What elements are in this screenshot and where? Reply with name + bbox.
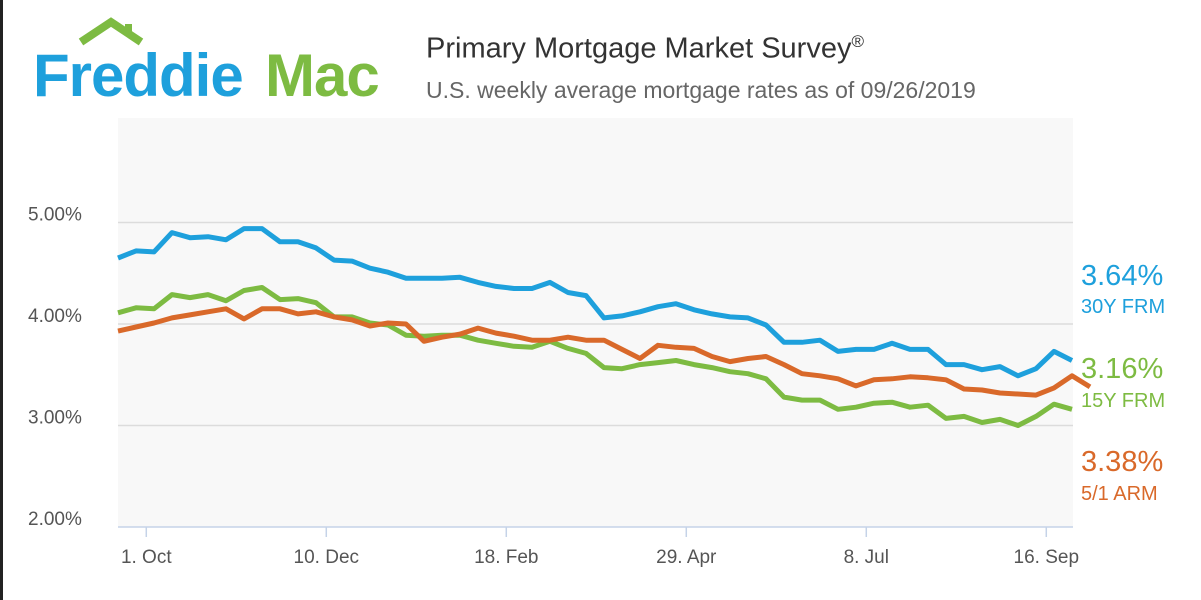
series-name-label: 5/1 ARM bbox=[1081, 483, 1158, 505]
logo-text-freddie: Freddie bbox=[33, 42, 243, 109]
freddie-mac-logo: Freddie Mac bbox=[33, 17, 380, 109]
series-line-15y-frm bbox=[117, 285, 1073, 428]
y-tick-label: 4.00% bbox=[28, 306, 82, 327]
series-last-value: 3.38% bbox=[1081, 446, 1163, 478]
y-tick-label: 3.00% bbox=[28, 408, 82, 429]
chart-subtitle: U.S. weekly average mortgage rates as of… bbox=[426, 77, 976, 103]
y-tick-label: 2.00% bbox=[28, 509, 82, 530]
x-tick-label: 10. Dec bbox=[294, 547, 359, 568]
logo-text-mac: Mac bbox=[265, 42, 379, 109]
x-tick-label: 18. Feb bbox=[474, 547, 538, 568]
series-line-30y-frm bbox=[117, 226, 1074, 379]
x-tick-label: 16. Sep bbox=[1014, 547, 1080, 568]
series-name-label: 30Y FRM bbox=[1081, 296, 1165, 318]
chart-title: Primary Mortgage Market Survey® bbox=[426, 32, 864, 66]
x-tick-label: 8. Jul bbox=[844, 547, 889, 568]
series-name-label: 15Y FRM bbox=[1081, 390, 1165, 412]
chart-title-text: Primary Mortgage Market Survey bbox=[426, 32, 852, 65]
plot-area bbox=[118, 118, 1073, 527]
x-tick-label: 1. Oct bbox=[121, 547, 172, 568]
series-last-value: 3.16% bbox=[1081, 353, 1163, 385]
y-tick-label: 5.00% bbox=[28, 205, 82, 226]
x-tick-label: 29. Apr bbox=[656, 547, 717, 568]
series-last-value: 3.64% bbox=[1081, 260, 1163, 292]
registered-mark: ® bbox=[851, 32, 864, 51]
